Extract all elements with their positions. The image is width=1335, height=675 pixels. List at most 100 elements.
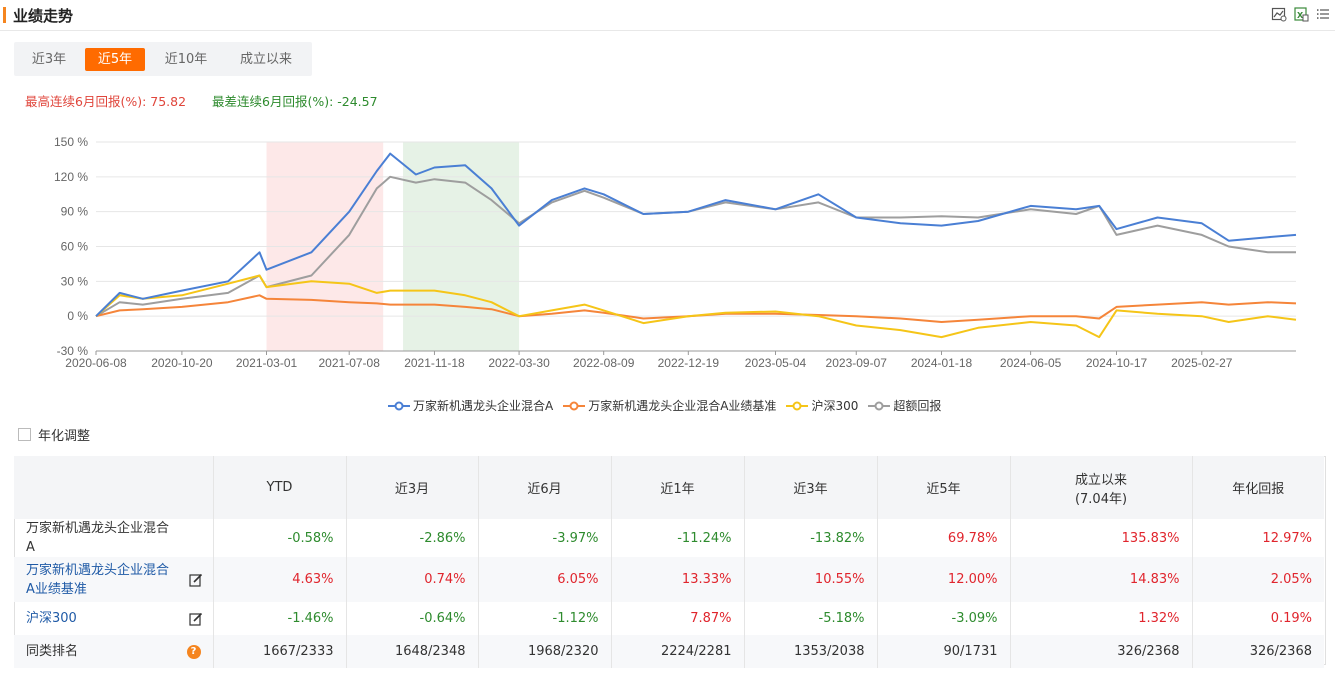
row-name-cell[interactable]: 万家新机遇龙头企业混合A业绩基准 [14, 557, 214, 602]
tab-since-inception[interactable]: 成立以来 [239, 52, 292, 67]
edit-icon[interactable] [188, 573, 203, 591]
value-cell: 1667/2333 [213, 635, 347, 668]
y-tick-label: 150 % [54, 135, 88, 149]
value-cell: 1353/2038 [744, 635, 878, 668]
legend-item-3[interactable]: 超额回报 [868, 397, 941, 414]
svg-text:X: X [1297, 11, 1304, 20]
row-name: 万家新机遇龙头企业混合A [26, 521, 170, 555]
x-tick-label: 2023-05-04 [745, 356, 807, 370]
legend-item-0[interactable]: 万家新机遇龙头企业混合A [388, 397, 553, 414]
value-cell: -0.58% [213, 519, 347, 557]
value-cell: 2.05% [1270, 572, 1312, 587]
help-icon[interactable]: ? [186, 644, 201, 659]
legend-swatch-icon [563, 401, 586, 410]
value-cell: 0.74% [346, 557, 479, 602]
legend-label: 万家新机遇龙头企业混合A [413, 399, 554, 413]
value-cell: 326/2368 [1249, 644, 1312, 659]
legend-label: 超额回报 [893, 399, 942, 413]
col-header-name [14, 456, 214, 519]
col-header-years: (7.04年) [1074, 491, 1128, 507]
col-header-6m: 近6月 [478, 456, 612, 519]
legend-label: 沪深300 [811, 399, 859, 413]
chart-compare-icon[interactable] [1271, 6, 1287, 22]
panel-header: 业绩走势 X [0, 0, 1335, 31]
col-header-5y: 近5年 [877, 456, 1011, 519]
value-cell: -2.86% [346, 519, 479, 557]
table-row: 沪深300 -1.46% -0.64% -1.12% 7.87% -5.18% -3.09%… [14, 602, 1324, 635]
y-tick-label: 0 % [67, 309, 88, 323]
value-cell: 12.97% [1262, 530, 1312, 546]
value-cell: 14.83% [1010, 557, 1193, 602]
row-name-cell: 万家新机遇龙头企业混合A [14, 519, 214, 557]
value-cell: -11.24% [611, 519, 745, 557]
table-row: 万家新机遇龙头企业混合A业绩基准 4.63% 0.74% 6.05% 13.33% 10.… [14, 557, 1324, 602]
legend-swatch-icon [388, 401, 410, 410]
x-tick-label: 2022-12-19 [658, 356, 720, 370]
row-name[interactable]: 万家新机遇龙头企业混合A业绩基准 [26, 562, 170, 597]
value-cell: -0.64% [346, 602, 479, 635]
value-cell: 326/2368 [1010, 635, 1193, 668]
col-header-3y: 近3年 [744, 456, 878, 519]
col-header-annualized: 年化回报 [1232, 482, 1285, 497]
x-tick-label: 2025-02-27 [1171, 356, 1233, 370]
value-cell: 1968/2320 [478, 635, 612, 668]
best-6m-return: 最高连续6月回报(%): 75.82 [25, 94, 187, 109]
value-cell: -5.18% [744, 602, 878, 635]
annualize-label: 年化调整 [38, 429, 91, 444]
x-tick-label: 2022-03-30 [488, 356, 550, 370]
value-cell: 1648/2348 [346, 635, 479, 668]
annualize-toggle[interactable]: 年化调整 [18, 425, 90, 444]
row-name-cell: 同类排名? [14, 635, 214, 668]
edit-icon[interactable] [188, 612, 203, 630]
x-tick-label: 2020-10-20 [151, 356, 213, 370]
x-tick-label: 2021-03-01 [236, 356, 298, 370]
x-tick-label: 2024-10-17 [1086, 356, 1148, 370]
col-header-1y: 近1年 [611, 456, 745, 519]
value-cell: 90/1731 [877, 635, 1011, 668]
value-cell: 69.78% [877, 519, 1011, 557]
series-line-1 [95, 294, 1297, 323]
value-cell: -1.46% [213, 602, 347, 635]
value-cell: -1.12% [478, 602, 612, 635]
x-tick-label: 2024-01-18 [911, 356, 973, 370]
legend-item-1[interactable]: 万家新机遇龙头企业混合A业绩基准 [563, 397, 776, 414]
series-line-2 [95, 274, 1297, 339]
value-cell: 13.33% [611, 557, 745, 602]
value-cell: 7.87% [611, 602, 745, 635]
value-cell: 4.63% [213, 557, 347, 602]
chart-legend: 万家新机遇龙头企业混合A 万家新机遇龙头企业混合A业绩基准 沪深300 超额回报 [388, 397, 951, 414]
x-tick-label: 2024-06-05 [1000, 356, 1062, 370]
y-tick-label: -30 % [57, 344, 89, 358]
tab-3y[interactable]: 近3年 [31, 52, 67, 67]
list-menu-icon[interactable] [1315, 6, 1331, 22]
value-cell: -3.09% [877, 602, 1011, 635]
row-name-cell[interactable]: 沪深300 [14, 602, 214, 635]
value-cell: 1.32% [1010, 602, 1193, 635]
col-header-since-inception: 成立以来 (7.04年) [1010, 456, 1193, 519]
y-tick-label: 120 % [54, 170, 88, 184]
series-line-0 [95, 152, 1297, 317]
performance-chart: 150 % 120 % 90 % 60 % 30 % 0 % -30 %2020-06-08… [54, 135, 1297, 370]
row-name: 同类排名 [26, 644, 79, 659]
header-toolbar: X [1271, 6, 1331, 22]
col-header-ytd: YTD [213, 456, 347, 519]
tab-5y[interactable]: 近5年 [85, 48, 145, 71]
x-tick-label: 2022-08-09 [573, 356, 635, 370]
tab-10y[interactable]: 近10年 [164, 52, 208, 67]
excel-export-icon[interactable]: X [1293, 6, 1309, 22]
y-tick-label: 60 % [61, 240, 89, 254]
x-tick-label: 2021-07-08 [319, 356, 381, 370]
returns-table: YTD 近3月 近6月 近1年 近3年 近5年 成立以来 (7.04年) 年化回报… [14, 456, 1324, 668]
value-cell: 6.05% [478, 557, 612, 602]
col-header-3m: 近3月 [346, 456, 479, 519]
legend-item-2[interactable]: 沪深300 [786, 397, 858, 414]
panel-title: 业绩走势 [13, 7, 74, 25]
value-cell: 0.19% [1270, 611, 1312, 626]
value-cell: -3.97% [478, 519, 612, 557]
annualize-checkbox[interactable] [18, 428, 31, 441]
value-cell: 2224/2281 [611, 635, 745, 668]
table-row: 万家新机遇龙头企业混合A -0.58% -2.86% -3.97% -11.24% -13… [14, 519, 1324, 557]
legend-swatch-icon [786, 401, 809, 410]
x-tick-label: 2021-11-18 [404, 356, 465, 370]
row-name[interactable]: 沪深300 [26, 611, 77, 626]
